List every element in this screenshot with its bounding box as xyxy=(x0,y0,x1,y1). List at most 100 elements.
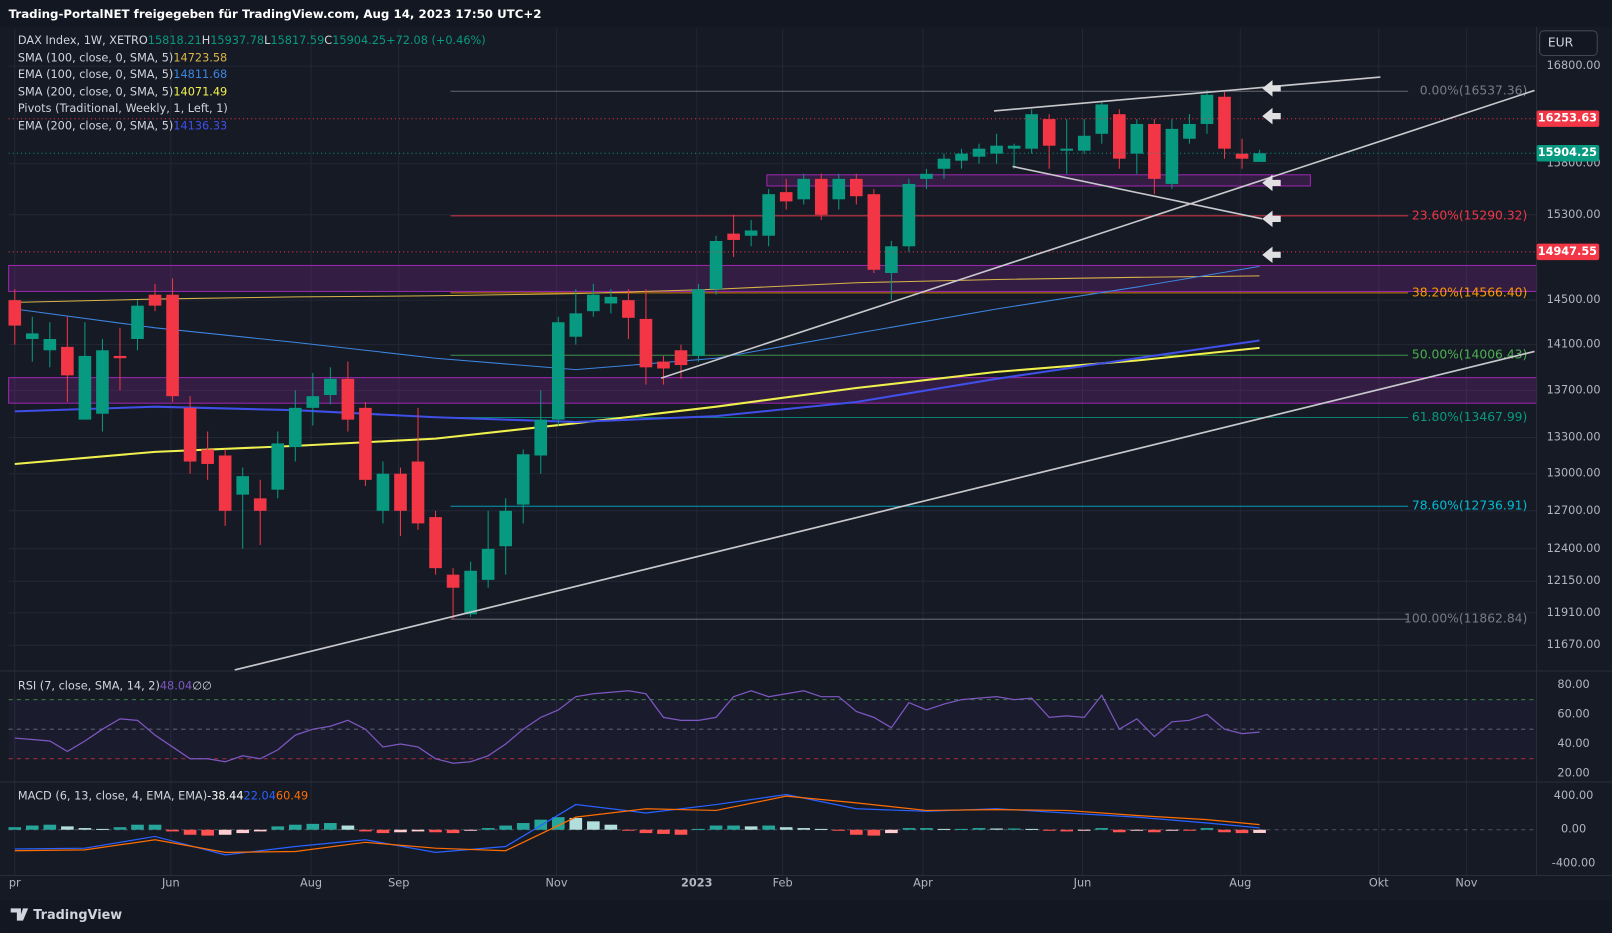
macd-histogram-bar xyxy=(920,828,933,830)
candle-body xyxy=(499,510,512,547)
macd-histogram-bar xyxy=(253,829,267,832)
macd-histogram-bar xyxy=(429,829,442,833)
macd-histogram-bar xyxy=(394,829,407,833)
candle-body xyxy=(61,346,74,376)
x-tick-label: Okt xyxy=(1369,877,1389,890)
candle-body xyxy=(1077,135,1091,151)
indicator-value: 48.04 xyxy=(160,679,192,692)
logo-text: TradingView xyxy=(33,908,122,923)
ohlc-value: 15937.78 xyxy=(210,34,264,47)
candle-body xyxy=(394,473,407,511)
rsi-band xyxy=(8,699,1537,759)
macd-histogram-bar xyxy=(1253,829,1266,833)
macd-histogram-bar xyxy=(972,828,986,830)
symbol: DAX Index, 1W, XETR xyxy=(18,34,139,47)
rsi-line xyxy=(14,690,1260,764)
candle-body xyxy=(96,350,109,414)
candle-body xyxy=(1218,96,1231,149)
indicator-name: RSI (7, close, SMA, 14, 2) xyxy=(18,679,160,692)
indicator-value: 14136.33 xyxy=(173,119,227,132)
fib-label: 23.60%(15290.32) xyxy=(1412,208,1527,222)
indicator-name: EMA (100, close, 0, SMA, 5) xyxy=(18,68,173,81)
main-pane: 0.00%(16537.36) 23.60%(15290.32) 38.20%(14… xyxy=(8,84,1538,626)
macd-histogram-bar xyxy=(516,823,530,830)
y-tick-label: 80.00 xyxy=(1557,678,1589,691)
candle-body xyxy=(587,294,600,312)
legend-row: SMA (100, close, 0, SMA, 5)14723.58 xyxy=(18,52,227,65)
macd-histogram-bar xyxy=(481,828,495,830)
y-tick-label: 40.00 xyxy=(1557,737,1589,750)
currency-label[interactable]: EUR xyxy=(1548,36,1574,50)
trend-line xyxy=(234,350,1535,671)
macd-histogram-bar xyxy=(1025,828,1038,830)
macd-histogram-bar xyxy=(324,823,337,830)
moving-average xyxy=(14,339,1260,424)
macd-histogram-bar xyxy=(639,829,653,834)
candle-body xyxy=(1130,123,1144,154)
macd-histogram-bar xyxy=(183,829,197,835)
indicator-name: MACD (6, 13, close, 4, EMA, EMA) xyxy=(18,789,207,802)
macd-histogram-bar xyxy=(569,817,583,830)
y-tick-label: 0.00 xyxy=(1561,823,1586,836)
candle-body xyxy=(551,322,565,420)
macd-histogram-bar xyxy=(1130,829,1144,831)
candle-body xyxy=(218,455,232,511)
macd-histogram-bar xyxy=(131,824,144,830)
x-tick-label: pr xyxy=(9,877,21,890)
candle-body xyxy=(8,300,22,326)
candle-body xyxy=(341,378,355,420)
price-tag xyxy=(1536,243,1600,261)
indicator-value: 14071.49 xyxy=(173,85,227,98)
legend-row: RSI (7, close, SMA, 14, 2)48.04∅∅ xyxy=(18,679,212,692)
drawings xyxy=(234,76,1535,671)
candle-body xyxy=(271,443,285,490)
candle-body xyxy=(411,461,425,524)
indicator-value: 60.49 xyxy=(276,789,308,802)
y-tick-label: 20.00 xyxy=(1557,767,1589,780)
legend-row: SMA (200, close, 0, SMA, 5)14071.49 xyxy=(18,85,227,98)
y-tick-label: 12700.00 xyxy=(1547,504,1601,517)
currency-button[interactable] xyxy=(1539,30,1598,57)
indicator-value: 22.04 xyxy=(244,789,276,802)
macd-histogram-bar xyxy=(8,827,22,830)
macd-histogram-bar xyxy=(341,825,355,830)
price-tag-label: 16253.63 xyxy=(1538,112,1597,125)
price-tag-label: 14947.55 xyxy=(1538,245,1597,258)
candle-body xyxy=(534,419,548,456)
candle-body xyxy=(1007,145,1021,149)
macd-histogram-bar xyxy=(499,825,512,830)
ohlc-value: 15904.25 xyxy=(332,34,386,47)
candle-body xyxy=(43,338,57,351)
macd-histogram-bar xyxy=(867,829,881,836)
candle-body xyxy=(306,396,320,408)
candle-body xyxy=(376,473,390,511)
macd-histogram-bar xyxy=(306,823,320,830)
macd-histogram-bar xyxy=(201,829,214,836)
candle-body xyxy=(744,230,758,236)
y-tick-label: 12150.00 xyxy=(1547,574,1601,587)
fib-label: 61.80%(13467.99) xyxy=(1412,410,1527,424)
zone xyxy=(8,264,1538,292)
y-tick-label: 11910.00 xyxy=(1547,606,1601,619)
price-tag xyxy=(1536,110,1600,127)
legend-row: EMA (100, close, 0, SMA, 5)14811.68 xyxy=(18,68,227,81)
y-tick-label: 60.00 xyxy=(1557,707,1589,720)
candle-body xyxy=(429,517,442,569)
x-tick-label: Feb xyxy=(773,877,793,890)
candle-body xyxy=(1165,128,1179,184)
indicator-value: -38.44 xyxy=(207,789,243,802)
indicator-name: SMA (100, close, 0, SMA, 5) xyxy=(18,52,173,65)
x-tick-label: Jun xyxy=(1073,877,1092,890)
axes: pr Jun Aug Sep Nov 2023 Feb Apr Jun Aug Okt Nov 1680… xyxy=(9,59,1601,890)
x-tick-label: Nov xyxy=(1455,877,1477,890)
candle-body xyxy=(201,449,214,464)
y-tick-label: 13300.00 xyxy=(1547,430,1601,443)
candle-body xyxy=(1148,123,1161,179)
candle-body xyxy=(131,305,144,339)
macd-histogram-bar xyxy=(744,826,758,830)
macd-histogram-bar xyxy=(78,828,92,830)
macd-histogram-bar xyxy=(148,824,162,830)
candle-body xyxy=(446,574,460,588)
indicator-name: SMA (200, close, 0, SMA, 5) xyxy=(18,85,173,98)
candle-body xyxy=(937,158,951,169)
